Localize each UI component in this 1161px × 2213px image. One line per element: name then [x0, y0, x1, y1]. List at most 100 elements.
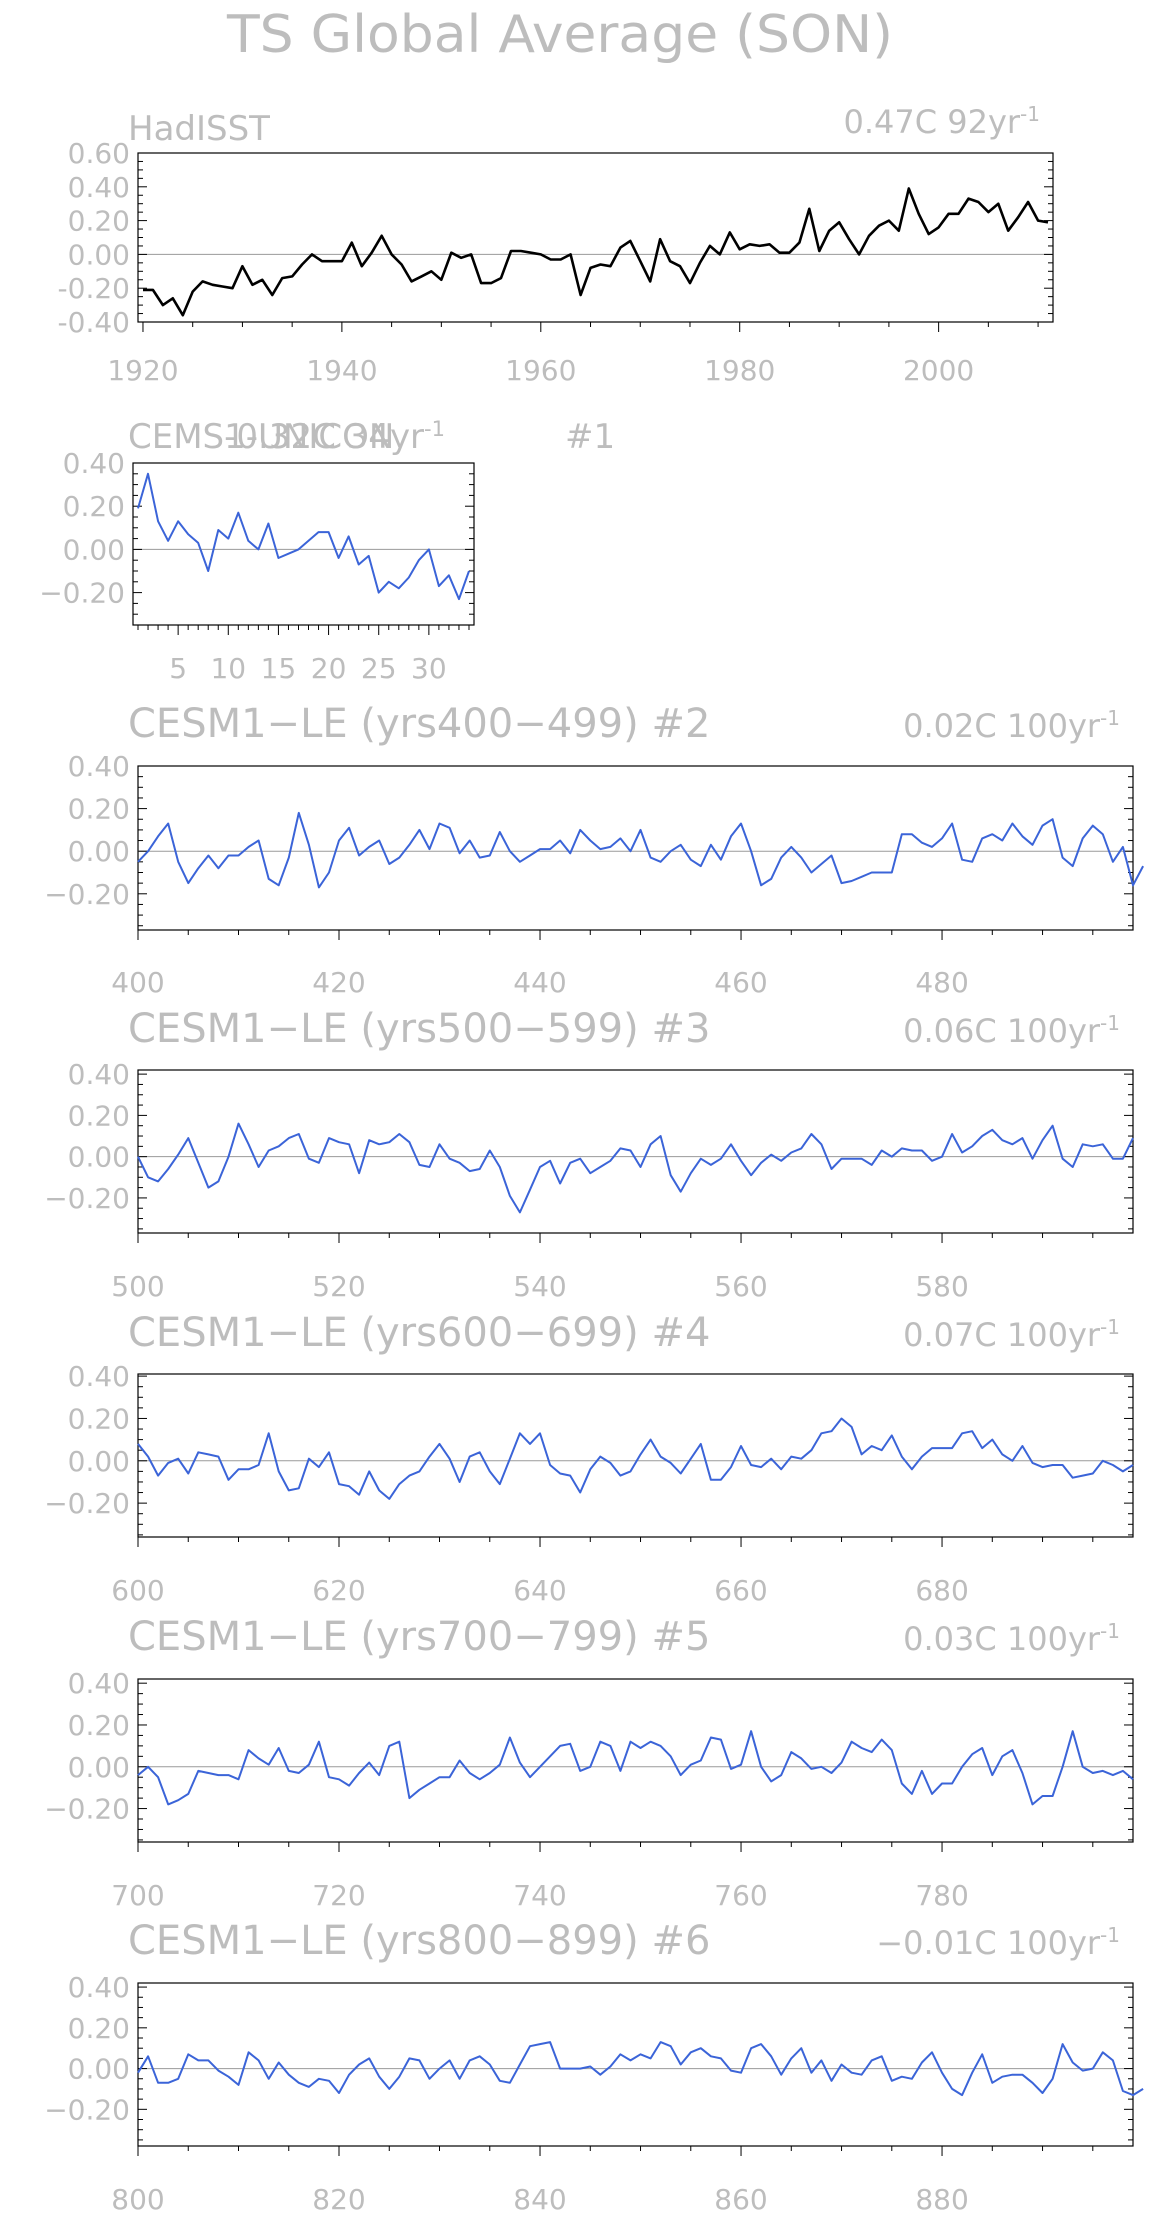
y-tick-label: 0.20: [68, 1709, 130, 1742]
y-tick-label: 0.00: [68, 238, 130, 271]
y-tick-label: 0.00: [68, 835, 130, 868]
panel-1: HadISST 0.47C 92yr-1-0.40-0.200.000.200.4…: [58, 102, 1054, 387]
plot-frame: [137, 1982, 1134, 2147]
y-tick-label: −0.20: [44, 1793, 130, 1826]
x-tick-label: 760: [714, 1879, 767, 1912]
x-tick-label: 2000: [903, 354, 974, 387]
plot-frame: [137, 1678, 1134, 1843]
x-tick-label: 25: [361, 652, 397, 685]
panel-title: HadISST: [128, 109, 270, 149]
plot-frame: [132, 462, 475, 626]
trend-value: 0.47C 92yr: [843, 103, 1020, 141]
x-tick-label: 400: [111, 966, 164, 999]
x-tick-label: 580: [915, 1270, 968, 1303]
y-tick-label: 0.00: [63, 533, 125, 566]
panel-5: CESM1−LE (yrs600−699) #4 0.07C 100yr-1 −0.…: [44, 1310, 1134, 1607]
x-tick-label: 30: [411, 652, 447, 685]
y-tick-label: 0.40: [63, 447, 125, 480]
trend-value: −0.01C 100yr: [876, 1924, 1101, 1962]
series-line: [143, 187, 1049, 317]
y-tick-label: 0.00: [68, 1141, 130, 1174]
x-tick-label: 15: [261, 652, 297, 685]
x-tick-label: 560: [714, 1270, 767, 1303]
y-tick-label: 0.40: [68, 1971, 130, 2004]
panel-3: CESM1−LE (yrs400−499) #2 0.02C 100yr-1 −0.…: [44, 701, 1144, 999]
panel-title: CESM1−LE (yrs800−899) #6: [128, 1918, 710, 1964]
x-tick-label: 840: [513, 2183, 566, 2213]
y-tick-label: -0.20: [58, 272, 130, 305]
panel-6: CESM1−LE (yrs700−799) #5 0.03C 100yr-1 −0.…: [44, 1614, 1134, 1912]
y-tick-label: −0.20: [39, 577, 125, 610]
y-tick-label: −0.20: [44, 1182, 130, 1215]
y-tick-label: 0.20: [63, 490, 125, 523]
panel-4: CESM1−LE (yrs500−599) #3 0.06C 100yr-1 −0.…: [44, 1006, 1134, 1303]
panel-title: CESM1−LE (yrs400−499) #2: [128, 701, 710, 747]
trend-label: 0.06C 100yr-1: [903, 1011, 1120, 1050]
trend-label: −0.01C 100yr-1: [876, 1923, 1120, 1962]
y-tick-label: −0.20: [44, 2093, 130, 2126]
panel-2: CEMS1-UNICON-0.32C 34yr-1 #1 −0.20 0.00 0.20…: [39, 417, 615, 685]
y-tick-label: 0.20: [68, 2012, 130, 2045]
y-tick-label: 0.40: [68, 1058, 130, 1091]
x-tick-label: 20: [311, 652, 347, 685]
panel-7: CESM1−LE (yrs800−899) #6 −0.01C 100yr-1−0…: [44, 1918, 1144, 2213]
x-tick-label: 1980: [704, 354, 775, 387]
x-tick-label: 640: [513, 1574, 566, 1607]
trend-unit-exponent: -1: [1100, 1315, 1120, 1339]
y-tick-label: 0.20: [68, 1402, 130, 1435]
x-tick-label: 740: [513, 1879, 566, 1912]
x-tick-label: 720: [312, 1879, 365, 1912]
y-tick-label: 0.40: [68, 1667, 130, 1700]
x-tick-label: 700: [111, 1879, 164, 1912]
trend-value: 0.06C 100yr: [903, 1012, 1101, 1050]
x-tick-label: 620: [312, 1574, 365, 1607]
y-tick-label: 0.40: [68, 1360, 130, 1393]
trend-unit-exponent: -1: [1100, 706, 1120, 730]
x-tick-label: 460: [714, 966, 767, 999]
series-line: [137, 1730, 1134, 1806]
x-tick-label: 540: [513, 1270, 566, 1303]
panel-tag: #1: [565, 417, 615, 457]
x-tick-label: 1960: [505, 354, 576, 387]
x-tick-label: 5: [169, 652, 187, 685]
y-tick-label: 0.40: [68, 750, 130, 783]
trend-value: 0.03C 100yr: [903, 1620, 1101, 1658]
y-tick-label: 0.00: [68, 1445, 130, 1478]
trend-label: 0.03C 100yr-1: [903, 1619, 1120, 1658]
x-tick-label: 10: [210, 652, 246, 685]
y-tick-label: 0.20: [68, 793, 130, 826]
x-tick-label: 500: [111, 1270, 164, 1303]
series-line: [137, 1417, 1134, 1500]
plot-frame: [137, 1069, 1134, 1234]
panel-title: CESM1−LE (yrs600−699) #4: [128, 1310, 710, 1356]
y-tick-label: −0.20: [44, 1487, 130, 1520]
y-tick-label: 0.00: [68, 1751, 130, 1784]
series-line: [137, 2041, 1144, 2097]
trend-unit-exponent: -1: [424, 417, 445, 441]
plot-frame: [137, 152, 1054, 323]
trend-label: 0.47C 92yr-1: [843, 102, 1040, 141]
x-tick-label: 800: [111, 2183, 164, 2213]
x-tick-label: 680: [915, 1574, 968, 1607]
y-tick-label: 0.00: [68, 2053, 130, 2086]
trend-label: 0.02C 100yr-1: [903, 706, 1120, 745]
panel-title: CESM1−LE (yrs500−599) #3: [128, 1006, 710, 1052]
series-line: [137, 472, 470, 601]
trend-value: 0.07C 100yr: [903, 1316, 1101, 1354]
x-tick-label: 860: [714, 2183, 767, 2213]
x-tick-label: 480: [915, 966, 968, 999]
trend-unit-exponent: -1: [1100, 1619, 1120, 1643]
plot-frame: [137, 765, 1134, 931]
y-tick-label: −0.20: [44, 878, 130, 911]
trend-value: 0.02C 100yr: [903, 707, 1101, 745]
y-tick-label: 0.40: [68, 171, 130, 204]
series-line: [137, 811, 1144, 889]
x-tick-label: 1940: [306, 354, 377, 387]
y-tick-label: 0.20: [68, 1099, 130, 1132]
panel-title: CEMS1-UNICON: [128, 417, 394, 457]
figure-title: TS Global Average (SON): [226, 5, 893, 65]
x-tick-label: 440: [513, 966, 566, 999]
x-tick-label: 780: [915, 1879, 968, 1912]
trend-label: 0.07C 100yr-1: [903, 1315, 1120, 1354]
